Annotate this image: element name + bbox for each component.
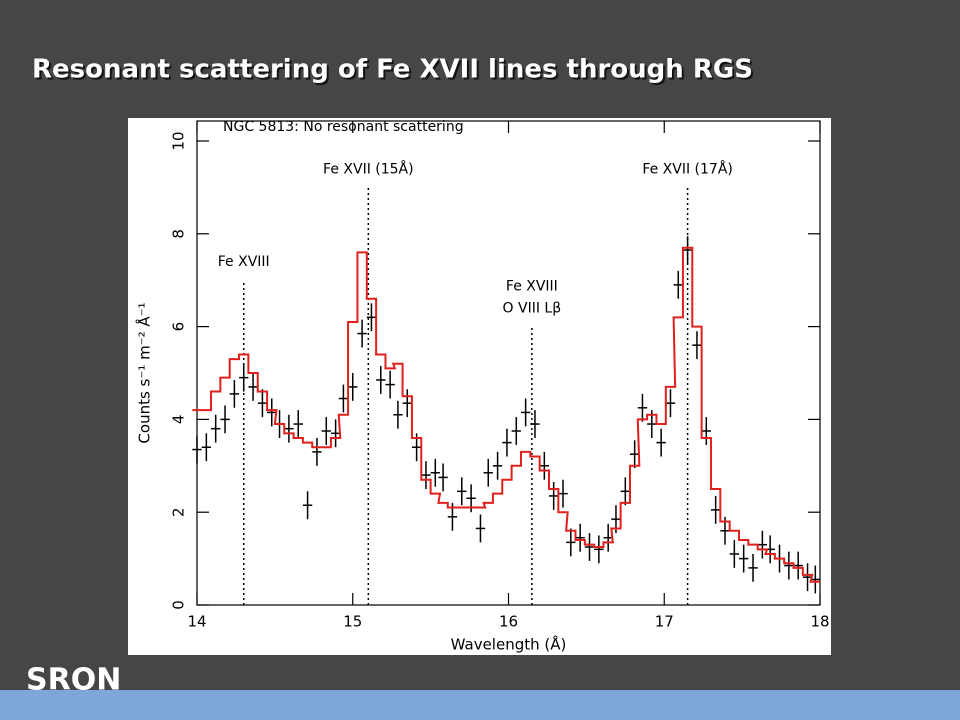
plot: 14 15 16 17 18 0 2 4 6 8 10 Wavelength (Å) Counts s⁻… xyxy=(135,119,830,654)
y-tick-label: 10 xyxy=(170,131,188,150)
x-tick-label: 17 xyxy=(655,613,674,631)
slide-title: Resonant scattering of Fe XVII lines thr… xyxy=(32,55,753,85)
footer-bar xyxy=(0,690,960,720)
chart-panel xyxy=(128,118,831,655)
model-line xyxy=(192,246,820,583)
x-tick-label: 16 xyxy=(499,613,518,631)
annotation-text: Fe XVIII xyxy=(218,254,270,270)
y-tick-label: 4 xyxy=(170,415,188,425)
x-tick-label: 14 xyxy=(187,613,206,631)
y-axis-label: Counts s⁻¹ m⁻² Å⁻¹ xyxy=(135,302,154,443)
title-shadow: Resonant scattering of Fe XVII lines thr… xyxy=(34,57,755,87)
logo: SRON xyxy=(26,663,121,698)
x-tick-label: 15 xyxy=(343,613,362,631)
y-tick-label: 0 xyxy=(170,600,188,610)
annotation-text: Fe XVIII xyxy=(506,279,558,295)
y-tick-label: 6 xyxy=(170,322,188,332)
x-tick-label: 18 xyxy=(810,613,829,631)
annotation-text: Fe XVII (17Å) xyxy=(642,160,733,177)
y-tick-label: 8 xyxy=(170,229,188,239)
x-axis-label: Wavelength (Å) xyxy=(451,635,567,654)
annotation-text: Fe XVII (15Å) xyxy=(323,160,414,177)
annotation-text: O VIII Lβ xyxy=(503,301,562,317)
chart-title: NGC 5813: No resonant scattering xyxy=(223,119,464,135)
y-tick-label: 2 xyxy=(170,507,188,517)
